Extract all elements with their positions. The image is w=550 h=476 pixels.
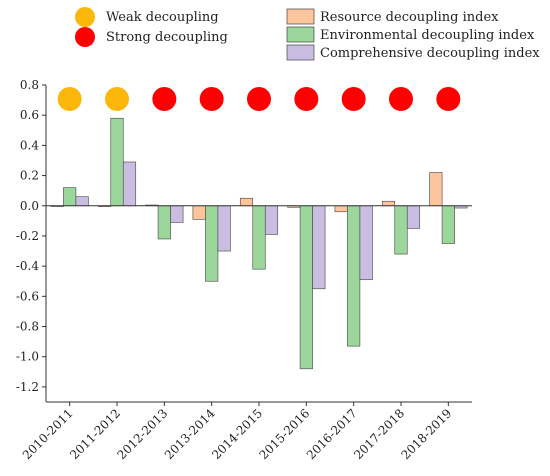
legend-swatch-resource — [286, 8, 315, 25]
legend-strong-decoupling-marker — [75, 27, 95, 47]
bar-comprehensive — [170, 205, 184, 223]
y-tick-label: -0.6 — [16, 289, 39, 303]
bar-resource — [381, 200, 396, 207]
bar-comprehensive — [312, 205, 326, 290]
bar-environmental — [299, 205, 313, 370]
legend-swatch-environmental — [286, 26, 315, 43]
legend-weak-decoupling-marker — [75, 7, 95, 27]
bar-comprehensive — [264, 205, 279, 235]
legend-status-label: Weak decoupling — [106, 10, 219, 25]
bar-comprehensive — [122, 161, 137, 207]
legend-series-label: Comprehensive decoupling index — [320, 46, 540, 61]
y-tick-label: -0.2 — [16, 229, 39, 243]
y-tick-label: 0.4 — [20, 138, 39, 152]
y-tick-label: 0.2 — [20, 169, 39, 183]
bar-environmental — [63, 187, 77, 207]
bar-comprehensive — [406, 205, 421, 229]
legend-series-label: Resource decoupling index — [320, 10, 499, 25]
bar-environmental — [394, 205, 408, 255]
weak-decoupling-marker — [57, 87, 82, 111]
y-tick-label: 0.8 — [20, 78, 39, 92]
legend-series-label: Environmental decoupling index — [320, 28, 535, 43]
bar-environmental — [441, 205, 455, 244]
bar-environmental — [347, 205, 361, 347]
bar-resource — [429, 172, 443, 207]
strong-decoupling-marker — [247, 87, 271, 111]
x-tick-label: 2018-2019 — [398, 406, 454, 462]
bar-resource — [192, 205, 206, 220]
bar-environmental — [110, 117, 124, 207]
y-tick-label: -1.2 — [16, 380, 39, 394]
strong-decoupling-marker — [294, 87, 319, 111]
bar-comprehensive — [75, 196, 89, 207]
y-tick-label: -0.4 — [16, 259, 40, 273]
strong-decoupling-marker — [436, 87, 461, 111]
strong-decoupling-marker — [199, 87, 224, 111]
bar-resource — [239, 197, 254, 207]
bar-resource — [334, 205, 348, 213]
y-tick-label: 0.0 — [20, 199, 39, 213]
y-tick-label: 0.6 — [20, 108, 39, 122]
strong-decoupling-marker — [341, 87, 366, 111]
bar-environmental — [157, 205, 171, 240]
legend-swatch-comprehensive — [286, 44, 315, 61]
strong-decoupling-marker — [389, 87, 413, 111]
y-tick-label: -1.0 — [16, 350, 39, 364]
legend-status-label: Strong decoupling — [106, 30, 228, 45]
bar-environmental — [205, 205, 219, 282]
bar-environmental — [252, 205, 266, 270]
bar-comprehensive — [359, 205, 373, 281]
y-tick-label: -0.8 — [16, 320, 39, 334]
bar-comprehensive — [217, 205, 231, 252]
strong-decoupling-marker — [152, 87, 177, 111]
weak-decoupling-marker — [105, 87, 129, 111]
